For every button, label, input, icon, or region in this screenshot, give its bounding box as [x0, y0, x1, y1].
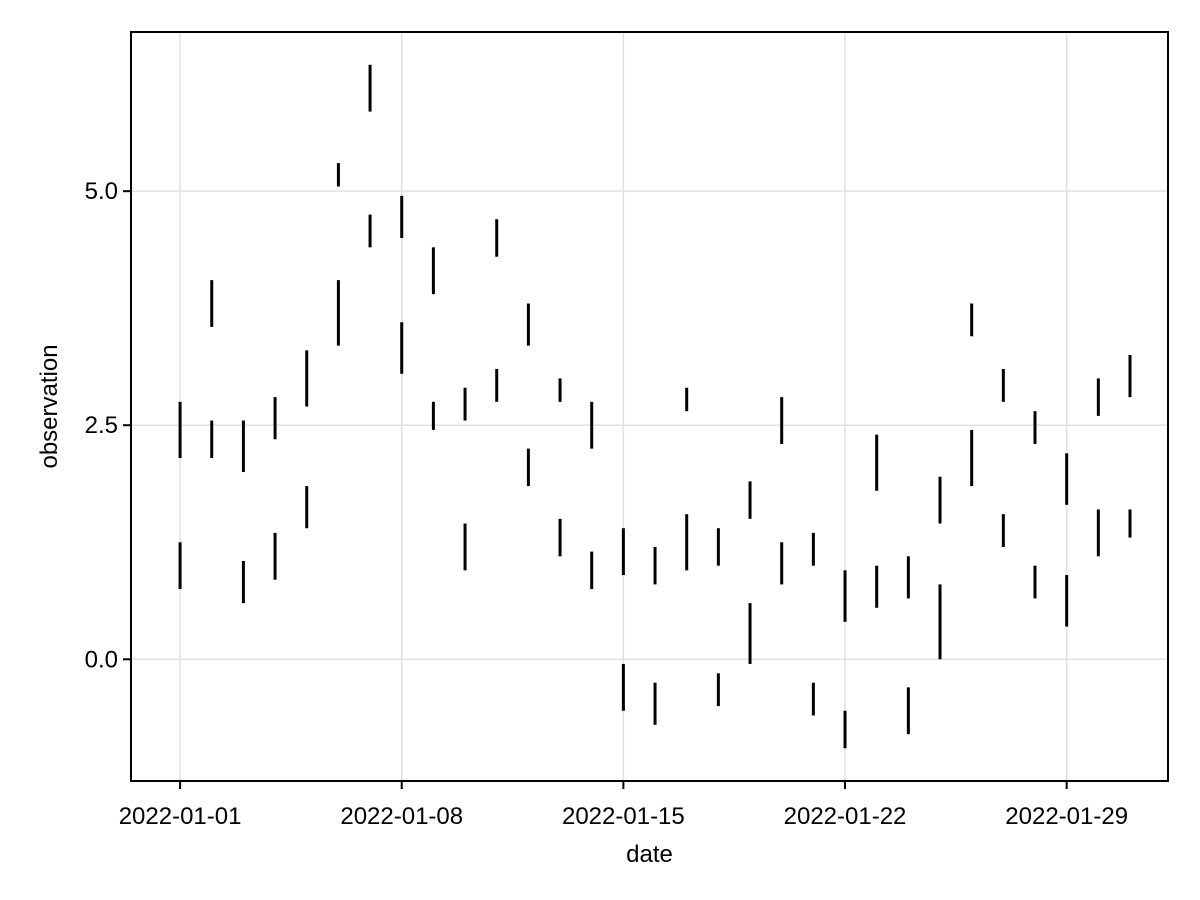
grid	[131, 32, 1168, 781]
x-tick-label: 2022-01-22	[784, 803, 907, 830]
y-tick-label: 0.0	[85, 646, 118, 673]
plot-frame	[130, 31, 1169, 782]
x-tick-label: 2022-01-01	[119, 803, 242, 830]
y-tick-label: 5.0	[85, 178, 118, 205]
data-bars	[178, 64, 1132, 749]
y-axis-label: observation	[36, 344, 63, 468]
x-axis-label: date	[626, 841, 673, 868]
x-axis-ticks: 2022-01-01 2022-01-08 2022-01-15 2022-01-22…	[119, 781, 1128, 830]
x-tick-label: 2022-01-15	[562, 803, 685, 830]
x-tick-label: 2022-01-29	[1005, 803, 1128, 830]
y-axis-ticks: 0.0 2.5 5.0	[85, 178, 131, 673]
y-tick-label: 2.5	[85, 412, 118, 439]
x-tick-label: 2022-01-08	[340, 803, 463, 830]
